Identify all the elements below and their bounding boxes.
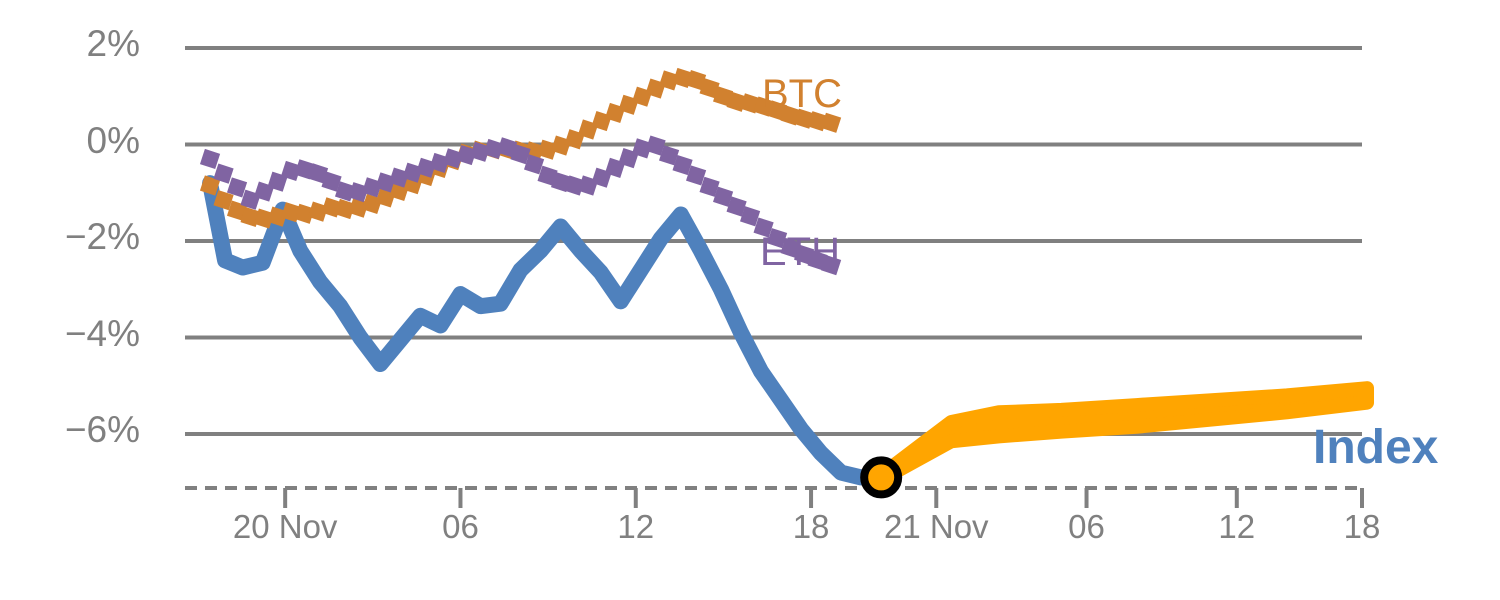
eth-dot (402, 162, 423, 183)
eth-dot (645, 135, 666, 156)
eth-dot (267, 171, 288, 192)
eth-label: ETH (760, 230, 840, 274)
eth-dot (821, 255, 842, 276)
x-tick-marks (283, 488, 1364, 508)
eth-dot (659, 145, 680, 166)
eth-dot (442, 148, 464, 169)
current-value-marker[interactable] (860, 456, 903, 499)
eth-dot (780, 237, 801, 259)
eth-dot (361, 177, 383, 198)
x-tick-label-0: 20 Nov (232, 508, 338, 545)
btc-dot (199, 175, 221, 196)
x-tick-label-2: 12 (617, 508, 655, 545)
eth-dot (726, 196, 747, 217)
index-label: Index (1313, 421, 1439, 474)
y-tick-label-2: −2% (64, 216, 140, 257)
eth-dot (348, 182, 369, 203)
y-tick-label-1: 0% (86, 119, 140, 161)
btc-dot (699, 78, 720, 99)
eth-dot (794, 244, 815, 265)
eth-dot (632, 138, 653, 159)
eth-dot (429, 152, 450, 173)
x-tick-label-3: 18 (792, 508, 830, 545)
current-value-marker (860, 456, 903, 499)
eth-dot (510, 144, 531, 165)
x-tick-label-1: 06 (442, 508, 479, 545)
eth-dot (469, 141, 491, 162)
y-tick-label-4: −6% (64, 409, 140, 450)
eth-dot (213, 163, 234, 184)
eth-dot (753, 217, 774, 238)
eth-dot (483, 138, 504, 160)
eth-dot (321, 171, 342, 192)
eth-dot (713, 186, 734, 207)
eth-dot (226, 177, 248, 198)
btc-dot (348, 197, 369, 218)
btc-dot (253, 208, 275, 229)
btc-dot (307, 201, 329, 222)
index-line-path (202, 175, 890, 486)
eth-dot (740, 206, 761, 227)
btc-label: BTC (762, 72, 842, 116)
eth-dot (388, 167, 410, 188)
index-line-series (202, 175, 890, 486)
eth-dot (496, 137, 518, 158)
x-tick-label-7: 18 (1343, 508, 1381, 545)
forecast-band-path (874, 381, 1375, 487)
x-tick-label-5: 06 (1068, 508, 1105, 545)
forecast-band-series (874, 381, 1375, 487)
eth-dot (456, 145, 477, 166)
btc-dot (659, 70, 680, 91)
eth-dot (686, 165, 707, 186)
btc-dot (686, 70, 707, 91)
eth-dot (375, 172, 396, 193)
btc-dot (537, 139, 558, 160)
eth-dot (699, 176, 720, 197)
eth-dot (523, 154, 545, 175)
x-tick-label-6: 12 (1218, 508, 1256, 545)
eth-dot (307, 163, 329, 184)
eth-dotted-series (199, 135, 842, 276)
btc-dot (294, 203, 315, 224)
btc-dot (226, 200, 248, 221)
btc-dot (267, 206, 288, 227)
btc-dot (821, 112, 842, 133)
btc-dot (334, 198, 356, 220)
y-tick-label-0: 2% (86, 23, 140, 64)
btc-dot (713, 86, 734, 107)
y-tick-label-3: −4% (64, 312, 140, 354)
eth-dot (537, 165, 558, 186)
eth-dot (672, 154, 693, 176)
btc-dot (213, 190, 234, 211)
eth-dot (415, 157, 437, 178)
x-tick-label-4: 21 Nov (883, 508, 989, 545)
eth-dot (199, 148, 221, 170)
eth-dot (280, 160, 302, 182)
eth-dot (767, 228, 788, 249)
